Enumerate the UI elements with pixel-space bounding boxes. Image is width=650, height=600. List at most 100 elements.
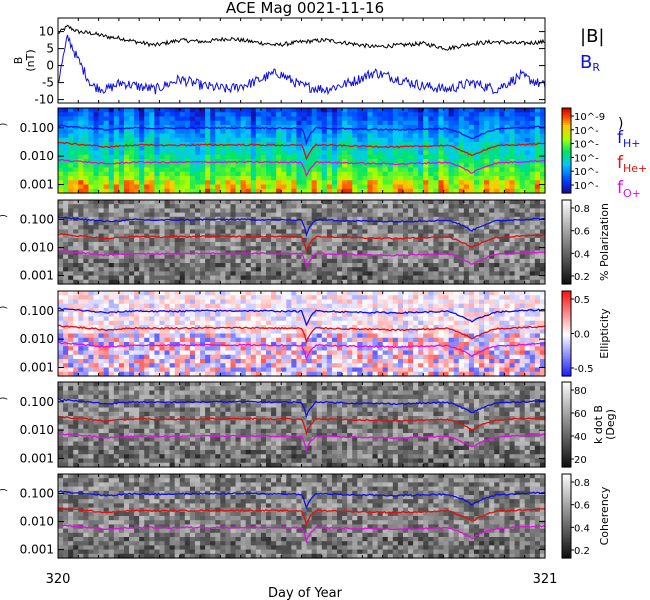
colorbar-tick-label: -0.5 — [574, 364, 594, 375]
chart-title: ACE Mag 0021-11-16 — [226, 0, 384, 17]
gyro-line-fo — [57, 158, 545, 178]
y-tick-label: 0.001 — [20, 360, 54, 374]
colorbar-tick-label: 10^- — [574, 167, 599, 178]
spectrogram-cells — [58, 382, 546, 468]
colorbar-tick-label: 0.6 — [574, 501, 590, 512]
colorbar-tick-label: 0.8 — [574, 478, 590, 489]
panel-6: 0.100 0.010 0.001 0.8 0.6 0.4 0.2 Coherency) — [0, 473, 611, 559]
gyro-line-fhe — [57, 507, 546, 527]
y-tick-label: 0.001 — [20, 177, 54, 191]
y-axis-label: ) — [0, 488, 9, 492]
spectrogram-cells — [58, 291, 546, 377]
y-tick-label: 5 — [46, 42, 54, 56]
y-tick-label: 0.010 — [20, 241, 54, 255]
y-tick-label: 0 — [46, 59, 54, 73]
spectrogram-cells — [58, 200, 546, 285]
colorbar-label-unit: (Deg) — [604, 409, 617, 440]
gyro-line-fo — [57, 524, 546, 544]
gyro-line-fo — [57, 250, 546, 269]
colorbar-label: Ellipticity — [598, 308, 611, 359]
gyro-line-fo — [57, 341, 545, 361]
colorbar: 80 60 40 20 — [561, 381, 587, 468]
y-tick-label: 0.100 — [20, 213, 54, 227]
gyro-line-fh — [57, 398, 546, 419]
colorbar-tick-label: 10^- — [574, 140, 599, 151]
gyro-line-fh — [57, 307, 545, 327]
x-axis-label: Day of Year — [268, 586, 343, 600]
spectrogram-cells — [58, 108, 546, 194]
colorbar-frame — [561, 381, 572, 468]
panel-5: 0.100 0.010 0.001 80 60 40 20 k dot B(Deg)) — [0, 381, 617, 468]
panel-2: 0.1000.0100.00110^-910^-10^-10^-10^-10^-… — [0, 107, 647, 200]
colorbar-label: % Polarization — [598, 203, 611, 281]
y-tick-label: -5 — [42, 76, 54, 90]
panel-frame — [57, 17, 546, 104]
y-axis-label: B — [12, 57, 25, 65]
colorbar: 0.8 0.6 0.4 0.2 — [561, 473, 590, 559]
colorbar-label-fragment: ) — [618, 116, 623, 132]
y-tick-label: 0.010 — [20, 332, 54, 346]
y-tick-label: 0.100 — [20, 395, 54, 409]
panels-group: 10 5 0 -5 -10 B (nT) |B| BR 0.100 0.010 0.001 10^-9 1… — [0, 17, 647, 559]
y-tick-label: -10 — [34, 93, 54, 107]
colorbar-tick-label: 0.4 — [574, 249, 590, 260]
legend-fh: fH+ — [617, 128, 641, 150]
colorbar-tick-label: 0.2 — [574, 546, 590, 557]
y-tick-label: 0.001 — [20, 269, 54, 283]
panel-4: 0.100 0.010 0.001 0.5 0.0 -0.5 Ellipticity) — [0, 290, 611, 377]
colorbar-tick-label: 10^- — [574, 181, 599, 192]
colorbar-tick-label: 0.6 — [574, 227, 590, 238]
y-axis-label: ) — [0, 305, 9, 309]
y-tick-label: 10 — [39, 25, 54, 39]
colorbar-tick-label: 0.0 — [574, 330, 590, 341]
panel-1: 10 5 0 -5 -10 B (nT) |B| BR — [12, 17, 604, 107]
colorbar-tick-label: 0.8 — [574, 204, 590, 215]
gyro-line-fhe — [57, 324, 546, 345]
colorbar-tick-label: 40 — [574, 432, 587, 443]
y-tick-label: 0.100 — [20, 304, 54, 318]
y-tick-label: 0.010 — [20, 149, 54, 163]
colorbar-label: Coherency — [598, 486, 611, 545]
spectrogram-cells — [58, 474, 546, 559]
gyro-line-fh — [57, 124, 546, 146]
panel-3: 0.100 0.010 0.001 0.8 0.6 0.4 0.2 % Polarizatio… — [0, 199, 611, 285]
legend-fo: fO+ — [617, 178, 641, 200]
y-tick-label: 0.100 — [20, 121, 54, 135]
series-line-b-r — [57, 34, 546, 96]
colorbar-tick-label: 10^- — [574, 126, 599, 137]
x-tick-label-end: 321 — [533, 572, 558, 587]
x-tick-label-start: 320 — [46, 572, 71, 587]
colorbar-label: k dot B — [592, 405, 605, 444]
y-tick-label: 0.100 — [20, 487, 54, 501]
gyro-line-fhe — [57, 415, 546, 436]
series-line-b-total — [57, 24, 546, 51]
colorbar: 0.5 0.0 -0.5 — [561, 290, 594, 377]
y-tick-label: 0.010 — [20, 515, 54, 529]
gyro-line-fhe — [57, 141, 546, 161]
gyro-line-fh — [57, 216, 546, 238]
y-axis-label: ) — [0, 396, 9, 400]
gyro-line-fhe — [57, 233, 546, 253]
y-tick-label: 0.001 — [20, 543, 54, 557]
colorbar-tick-label: 20 — [574, 455, 587, 466]
colorbar-frame — [561, 199, 572, 285]
gyro-line-fh — [57, 490, 546, 510]
colorbar-tick-label: 10^-9 — [574, 112, 605, 123]
colorbar-tick-label: 0.5 — [574, 295, 590, 306]
colorbar-tick-label: 80 — [574, 386, 587, 397]
colorbar-tick-label: 60 — [574, 409, 587, 420]
legend-b-total: |B| — [580, 26, 604, 47]
colorbar: 0.8 0.6 0.4 0.2 — [561, 199, 590, 285]
y-axis-label: ) — [0, 214, 9, 218]
y-axis-unit: (nT) — [24, 49, 37, 71]
y-axis-label: ) — [0, 122, 9, 126]
legend-b-r: BR — [580, 52, 600, 74]
y-tick-label: 0.010 — [20, 423, 54, 437]
colorbar-frame — [561, 473, 572, 559]
colorbar-frame — [561, 107, 572, 194]
y-tick-label: 0.001 — [20, 451, 54, 465]
colorbar-tick-label: 0.4 — [574, 523, 590, 534]
legend-fhe: fHe+ — [617, 153, 647, 175]
colorbar-tick-label: 0.2 — [574, 272, 590, 283]
